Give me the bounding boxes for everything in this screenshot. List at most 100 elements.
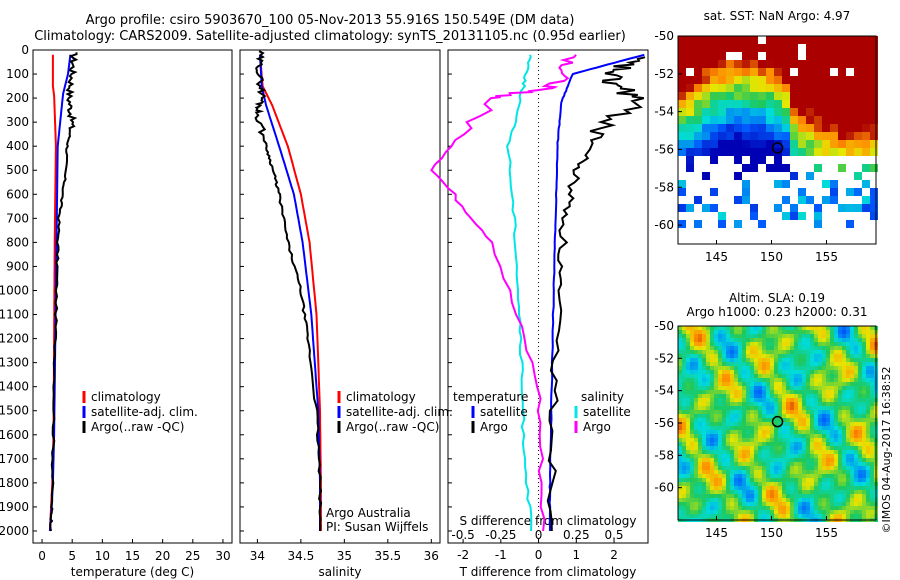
salinity-difference-axis-label: S difference from climatology [460, 514, 637, 528]
sst-map-lat-label: -60 [654, 218, 674, 232]
depth-tick-label: 1000 [0, 283, 29, 297]
difference-series-3 [430, 54, 577, 532]
imos-timestamp-label: ©IMOS 04-Aug-2017 16:38:52 [880, 367, 893, 534]
depth-tick-label: 1900 [0, 500, 29, 514]
sst-map-lat-label: -58 [654, 180, 674, 194]
depth-tick-label: 1800 [0, 476, 29, 490]
depth-tick-label: 1500 [0, 404, 29, 418]
temperature-difference-axis-label: T difference from climatology [459, 565, 637, 579]
sst-map-lat-label: -52 [654, 67, 674, 81]
depth-tick-label: 100 [6, 67, 29, 81]
temperature-tick-label: 0 [38, 549, 46, 563]
difference-legend-3-label: Argo [583, 420, 611, 434]
salinity-difference-tick-label: -0.5 [451, 528, 474, 542]
salinity-axis-label: salinity [318, 565, 361, 579]
temperature-tick-label: 25 [185, 549, 200, 563]
temperature-difference-tick-label: 2 [610, 548, 618, 562]
salinity-tick-label: 36 [424, 549, 439, 563]
depth-tick-label: 800 [6, 235, 29, 249]
sla-map-lat-label: -50 [654, 319, 674, 333]
profile-title: Argo profile: csiro 5903670_100 05-Nov-2… [85, 13, 575, 28]
depth-tick-label: 1700 [0, 452, 29, 466]
sst-map-lat-label: -50 [654, 29, 674, 43]
sla-map-subtitle: Argo h1000: 0.23 h2000: 0.31 [687, 305, 868, 319]
legend-salinity-header: salinity [581, 390, 624, 404]
sla-map-lon-label: 145 [705, 526, 728, 540]
depth-tick-label: 300 [6, 115, 29, 129]
salinity-tick-label: 35.5 [374, 549, 401, 563]
difference-series-1 [546, 56, 646, 532]
sla-map-lat-label: -58 [654, 448, 674, 462]
salinity-tick-label: 34.5 [288, 549, 315, 563]
sst-map-lat-label: -56 [654, 142, 674, 156]
temperature-plot-frame [32, 49, 233, 544]
salinity-series-satellite [259, 54, 321, 531]
legend-temperature-header: temperature [453, 390, 528, 404]
sla-map-lat-label: -56 [654, 416, 674, 430]
sst-map-argo-marker [771, 142, 784, 154]
temperature-legend-0-label: climatology [91, 390, 161, 404]
depth-tick-label: 700 [6, 211, 29, 225]
argo-australia-label: Argo Australia [326, 506, 411, 520]
sst-map-cells [678, 36, 878, 228]
salinity-legend-2-label: Argo(..raw -QC) [346, 420, 439, 434]
temperature-tick-label: 20 [155, 549, 170, 563]
temperature-tick-label: 15 [125, 549, 140, 563]
difference-series-0 [548, 53, 645, 532]
difference-plot-frame [447, 49, 649, 544]
salinity-legend-0-label: climatology [346, 390, 416, 404]
pi-name-label: PI: Susan Wijffels [326, 520, 428, 534]
salinity-legend-1-label: satellite-adj. clim. [346, 405, 453, 419]
depth-tick-label: 900 [6, 259, 29, 273]
temperature-tick-label: 30 [215, 549, 230, 563]
depth-tick-label: 1300 [0, 356, 29, 370]
difference-legend-1-label: Argo [480, 420, 508, 434]
depth-tick-label: 500 [6, 163, 29, 177]
depth-tick-label: 600 [6, 187, 29, 201]
sst-map-lat-label: -54 [654, 105, 674, 119]
temperature-difference-tick-label: 1 [572, 548, 580, 562]
salinity-series-climatology [259, 54, 322, 531]
temperature-axis-label: temperature (deg C) [71, 565, 194, 579]
temperature-difference-tick-label: -1 [495, 548, 507, 562]
temperature-legend-2-label: Argo(..raw -QC) [91, 420, 184, 434]
temperature-tick-label: 10 [95, 549, 110, 563]
salinity-tick-label: 34 [250, 549, 265, 563]
depth-tick-label: 0 [21, 43, 29, 57]
sla-map-lat-label: -60 [654, 481, 674, 495]
depth-tick-label: 1200 [0, 332, 29, 346]
temperature-difference-tick-label: -2 [457, 548, 469, 562]
salinity-difference-tick-label: -0.25 [485, 528, 516, 542]
sst-map-frame [677, 35, 877, 245]
difference-series-2 [506, 54, 533, 532]
sst-map-lon-label: 145 [705, 250, 728, 264]
temperature-tick-label: 5 [68, 549, 76, 563]
sla-map-lon-label: 155 [815, 526, 838, 540]
temperature-series-argo [49, 52, 79, 532]
sla-map-lon-label: 150 [760, 526, 783, 540]
salinity-difference-tick-label: 0.5 [604, 528, 623, 542]
temperature-difference-tick-label: 0 [535, 548, 543, 562]
salinity-series-argo [254, 50, 323, 532]
depth-tick-label: 1400 [0, 380, 29, 394]
sla-map-title: Altim. SLA: 0.19 [729, 291, 825, 305]
sla-map-cells [678, 326, 878, 522]
sla-map-lat-label: -54 [654, 384, 674, 398]
sst-map-lon-label: 150 [760, 250, 783, 264]
sla-map-lat-label: -52 [654, 351, 674, 365]
difference-legend-0-label: satellite [480, 405, 528, 419]
sst-map-title: sat. SST: NaN Argo: 4.97 [704, 9, 851, 23]
climatology-subtitle: Climatology: CARS2009. Satellite-adjuste… [34, 29, 626, 44]
depth-tick-label: 1100 [0, 308, 29, 322]
depth-tick-label: 1600 [0, 428, 29, 442]
salinity-tick-label: 35 [337, 549, 352, 563]
salinity-plot-frame [239, 49, 441, 544]
depth-tick-label: 2000 [0, 524, 29, 538]
sst-map-lon-label: 155 [815, 250, 838, 264]
difference-legend-2-label: satellite [583, 405, 631, 419]
sla-map-argo-marker [771, 415, 784, 428]
depth-tick-label: 400 [6, 139, 29, 153]
depth-tick-label: 200 [6, 91, 29, 105]
temperature-legend-1-label: satellite-adj. clim. [91, 405, 198, 419]
